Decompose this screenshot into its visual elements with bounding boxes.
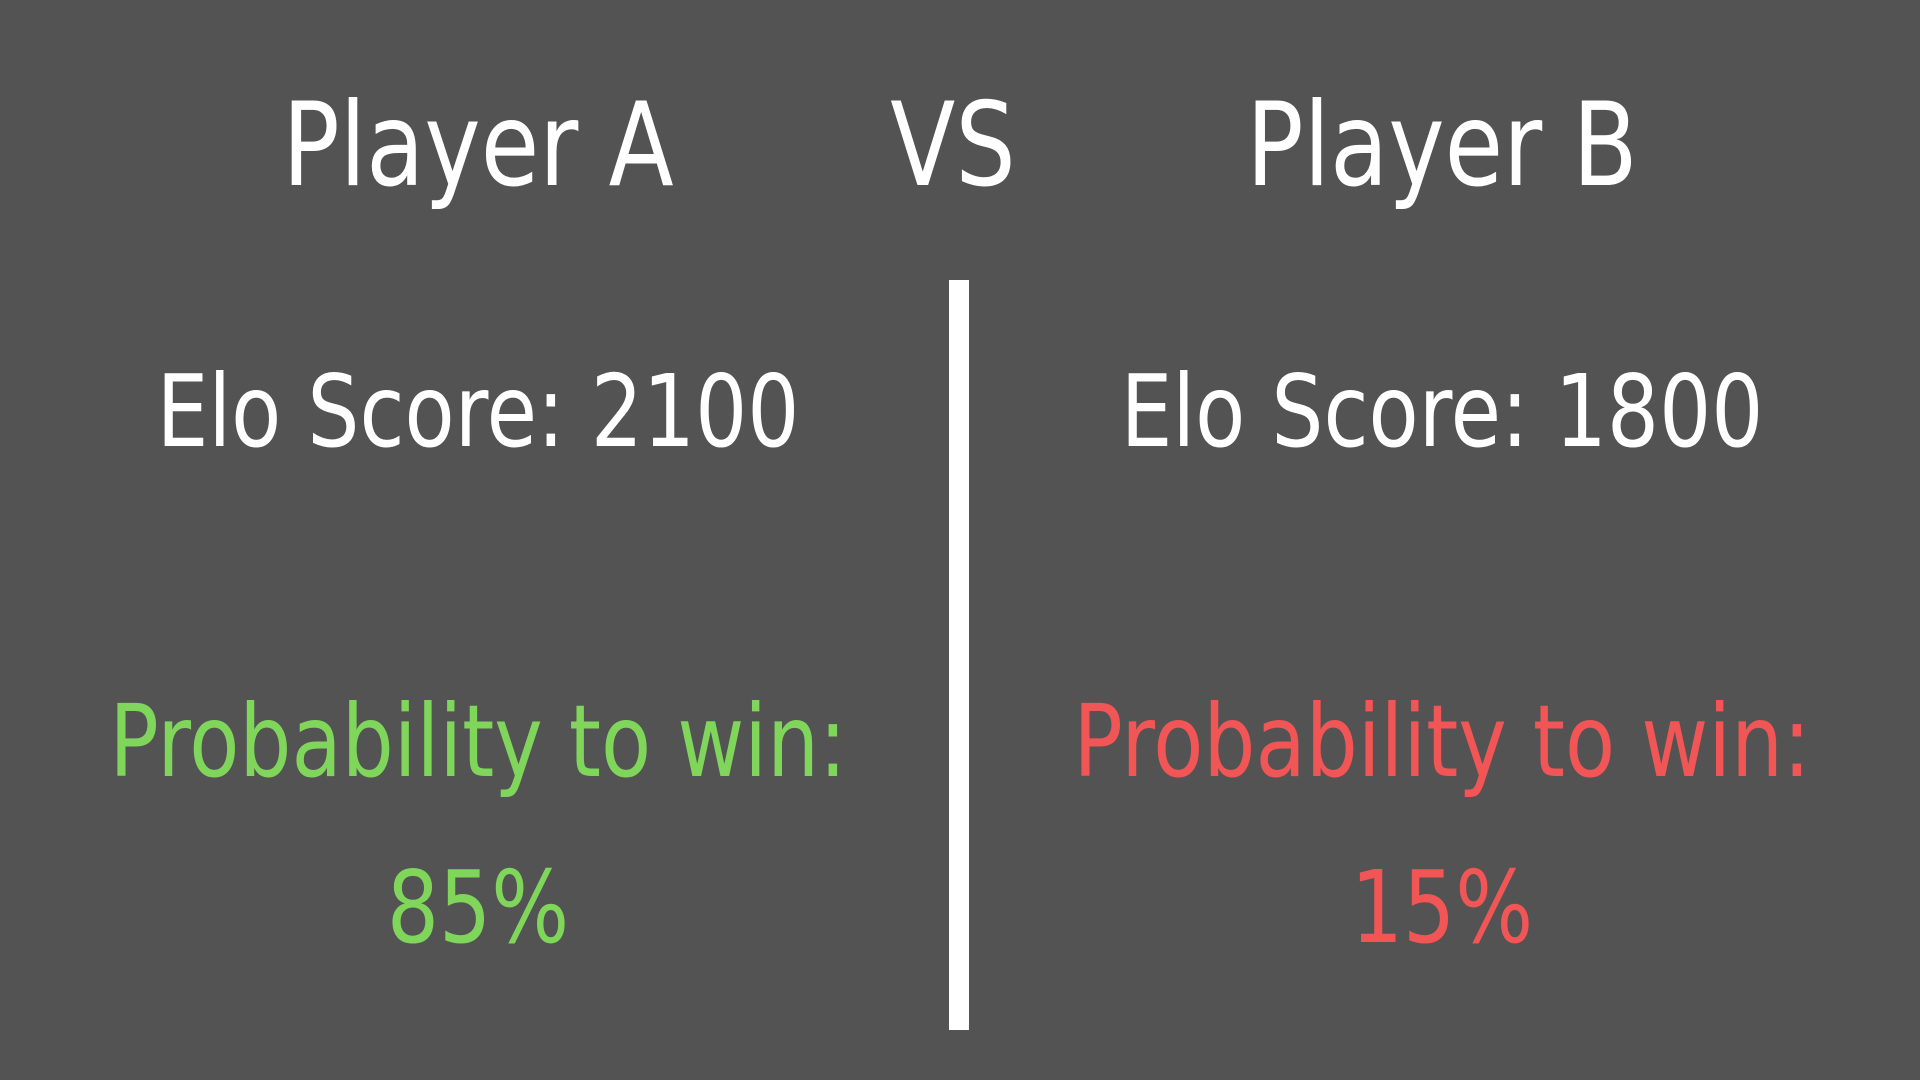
player-b-probability-label: Probability to win:	[1073, 683, 1811, 800]
center-divider	[949, 280, 969, 1030]
player-a-probability-label: Probability to win:	[109, 683, 847, 800]
versus-label: VS	[890, 78, 1016, 213]
player-a-elo-score: Elo Score: 2100	[156, 353, 800, 470]
player-a-probability-value: 85%	[386, 849, 570, 966]
player-a-name: Player A	[282, 78, 674, 213]
player-b-name: Player B	[1246, 78, 1638, 213]
player-b-elo-score: Elo Score: 1800	[1120, 353, 1764, 470]
player-b-probability-value: 15%	[1350, 849, 1534, 966]
